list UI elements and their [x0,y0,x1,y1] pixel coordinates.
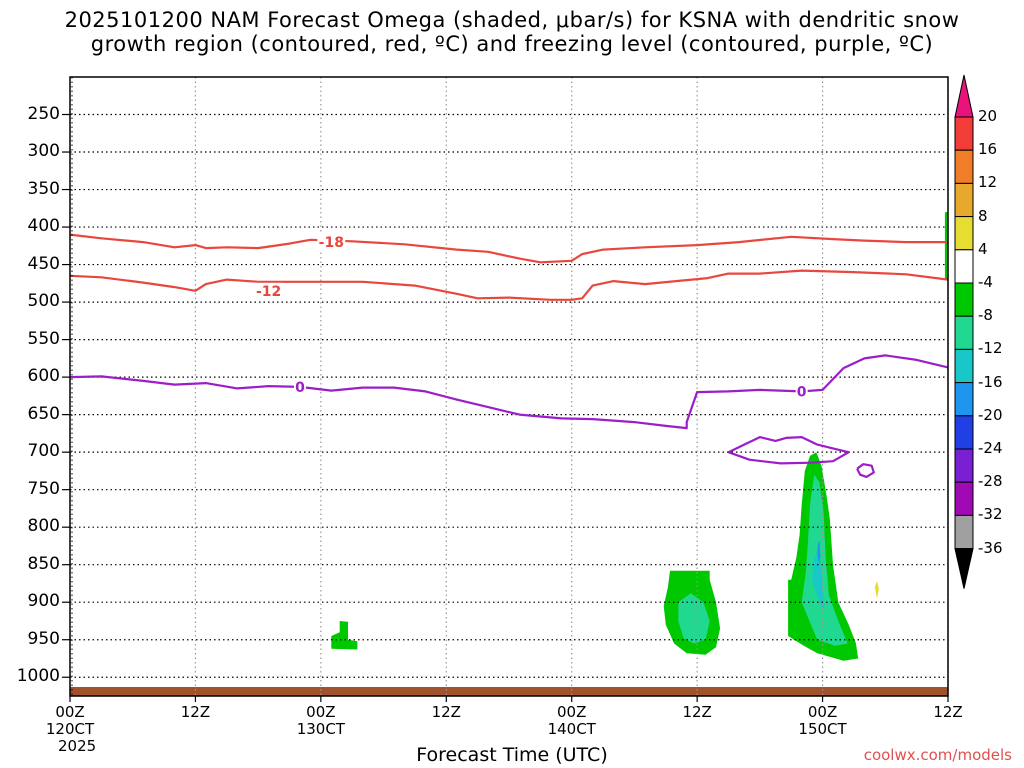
colorbar-box-10 [954,448,974,483]
y-tick-label: 800 [27,516,60,537]
colorbar-label: -8 [978,306,993,325]
credit-text: coolwx.com/models [863,746,1012,764]
omega-region-7 [874,581,879,599]
y-tick-label: 500 [27,291,60,312]
y-tick-label: 950 [27,628,60,649]
colorbar-label: -32 [978,505,1003,524]
contour-lines: -18 -12 0 0 [69,233,949,478]
omega-region-3 [801,474,848,646]
x-axis-title: Forecast Time (UTC) [416,744,608,766]
x-tick-label-line2: 130CT [296,720,345,738]
colorbar-label: -16 [978,372,1003,391]
y-tick-label: 900 [27,591,60,612]
y-tick-label: 600 [27,366,60,387]
x-tick-label-line2: 150CT [798,720,847,738]
x-tick-label-line2: 120CT [45,720,95,738]
contour-label-bg-3 [795,383,808,400]
x-tick-label-line1: 12Z [682,703,712,721]
y-tick-label: 650 [27,403,60,424]
y-tick-label: 300 [27,141,60,162]
y-tick-label: 550 [27,328,60,349]
contour-0 [69,233,948,264]
colorbar-box-7 [954,348,974,384]
x-tick-label: 00Z 120CT 2025 [40,704,100,755]
x-tick-label-line1: 00Z [807,703,838,721]
y-tick-label: 400 [27,216,60,237]
omega-region-6 [331,621,358,650]
contour-2 [69,354,949,430]
omega-shading [70,212,948,696]
colorbar-box-9 [954,415,974,450]
terrain-band [70,686,948,696]
x-tick-label-line1: 12Z [180,703,211,721]
y-tick-label: 700 [27,441,60,462]
y-tick-label: 750 [27,478,60,499]
contour-3 [728,436,850,465]
colorbar-label: -12 [978,339,1003,358]
x-tick-label: 00Z 150CT [793,704,853,738]
colorbar-box-3 [954,216,974,251]
contour-1 [69,269,949,301]
colorbar-box-4 [954,249,974,284]
colorbar-top-arrow [954,74,974,118]
x-tick-label-line1: 00Z [557,703,587,721]
colorbar-label: -20 [978,405,1003,424]
contour-label-bg-0 [317,234,346,251]
y-tick-label: 350 [27,178,60,199]
x-tick-label: 12Z [667,704,727,721]
y-tick-label: 450 [27,253,60,274]
x-tick-label: 12Z [918,704,978,721]
colorbar-box-0 [954,116,974,151]
colorbar-box-12 [954,514,974,550]
chart-title-line1: 2025101200 NAM Forecast Omega (shaded, μ… [64,8,960,32]
x-tick-label-line1: 12Z [933,703,963,721]
contour-label-2: 0 [295,380,305,396]
contour-label-bg-1 [254,282,283,299]
omega-region-4 [812,549,825,610]
colorbar-label: 12 [978,173,998,192]
x-tick-label: 00Z 140CT [542,704,602,738]
omega-region-8 [944,212,948,280]
colorbar-label: 20 [978,107,998,125]
colorbar-box-8 [954,382,974,417]
contour-4 [856,463,875,478]
plot-border [69,76,949,697]
y-tick-label: 850 [27,553,60,574]
x-tick-label-line1: 12Z [431,703,461,721]
x-tick-label: 12Z [416,704,476,721]
x-tick-label-line2: 140CT [547,720,596,738]
y-tick-label: 250 [27,103,60,124]
x-tick-label: 00Z 130CT [291,704,351,738]
contour-label-1: -12 [256,284,281,300]
colorbar-label: -4 [978,273,993,291]
colorbar-label: 4 [978,239,988,258]
chart-title-line2: growth region (contoured, red, ºC) and f… [90,32,934,56]
colorbar-box-6 [954,315,974,350]
x-tick-label-line1: 00Z [55,703,85,721]
plot-frame [62,76,949,702]
colorbar-box-5 [954,282,974,317]
y-tick-label: 1000 [16,666,60,687]
contour-label-3: 0 [797,384,807,400]
colorbar-label: 8 [978,206,988,225]
x-tick-label: 12Z [165,704,225,721]
colorbar-box-1 [954,149,974,184]
colorbar-label: -36 [978,538,1003,557]
colorbar-label: -24 [978,439,1003,457]
omega-region-1 [678,593,710,644]
colorbar-label: 16 [978,140,998,159]
x-tick-label-line1: 00Z [306,703,336,721]
colorbar-label: -28 [978,472,1003,491]
omega-region-5 [817,540,821,565]
colorbar-box-11 [954,481,974,516]
omega-colorbar [954,74,974,589]
colorbar-bottom-arrow [954,548,974,589]
contour-label-bg-2 [293,378,306,395]
contour-label-0: -18 [319,235,344,251]
colorbar-box-2 [954,182,974,218]
x-tick-label-line3: 2025 [58,737,97,755]
